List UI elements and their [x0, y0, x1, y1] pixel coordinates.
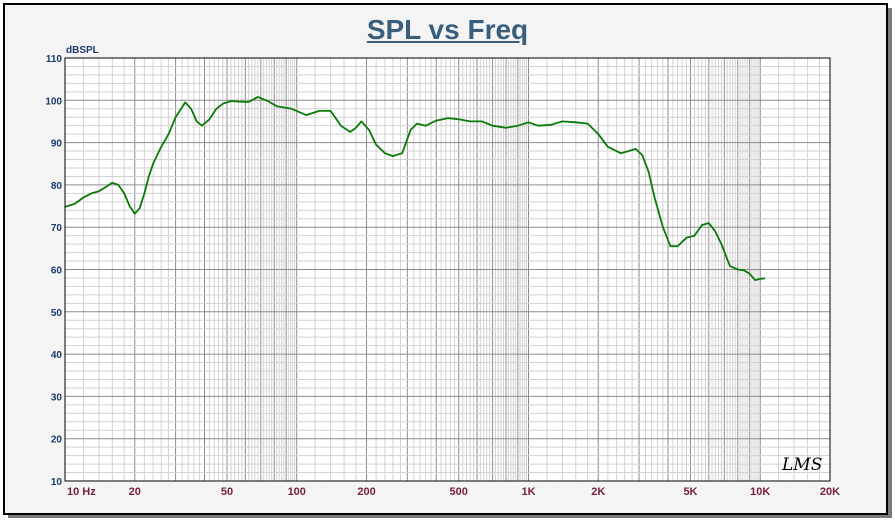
- y-tick-label: 110: [46, 54, 63, 65]
- y-tick-label: 50: [51, 308, 63, 319]
- spl-series-line: [64, 96, 766, 282]
- x-tick-label: 500: [450, 486, 468, 498]
- y-tick-label: 20: [51, 435, 63, 446]
- chart-title: SPL vs Freq: [366, 14, 529, 45]
- frame-shadow-right: [886, 8, 892, 518]
- lms-logo: LMS: [782, 455, 823, 475]
- x-tick-label: 10 Hz: [67, 486, 96, 498]
- series-group: [64, 96, 766, 282]
- x-tick-label: 100: [288, 486, 306, 498]
- grid: [65, 58, 830, 481]
- y-axis-label: dBSPL: [66, 45, 99, 56]
- x-tick-labels: 10 Hz 20 50 100 200 500 1K 2K 5K 10K 20K: [67, 486, 840, 498]
- y-tick-label: 10: [51, 477, 63, 488]
- y-tick-label: 90: [51, 139, 63, 150]
- y-tick-label: 30: [51, 392, 63, 403]
- x-tick-label: 50: [221, 486, 233, 498]
- y-tick-labels: 10 20 30 40 50 60 70 80 90 100 110: [45, 54, 62, 488]
- x-tick-label: 200: [357, 486, 375, 498]
- y-tick-label: 80: [51, 181, 63, 192]
- x-tick-label: 10K: [750, 486, 770, 498]
- x-tick-label: 2K: [591, 486, 605, 498]
- y-tick-label: 100: [45, 96, 62, 107]
- plot-border: [64, 57, 831, 482]
- x-tick-label: 20: [129, 486, 141, 498]
- x-tick-label: 20K: [820, 486, 840, 498]
- x-tick-label: 5K: [683, 486, 697, 498]
- x-tick-label: 1K: [521, 486, 535, 498]
- y-tick-label: 70: [51, 223, 63, 234]
- y-tick-label: 40: [51, 350, 63, 361]
- y-tick-label: 60: [51, 266, 63, 277]
